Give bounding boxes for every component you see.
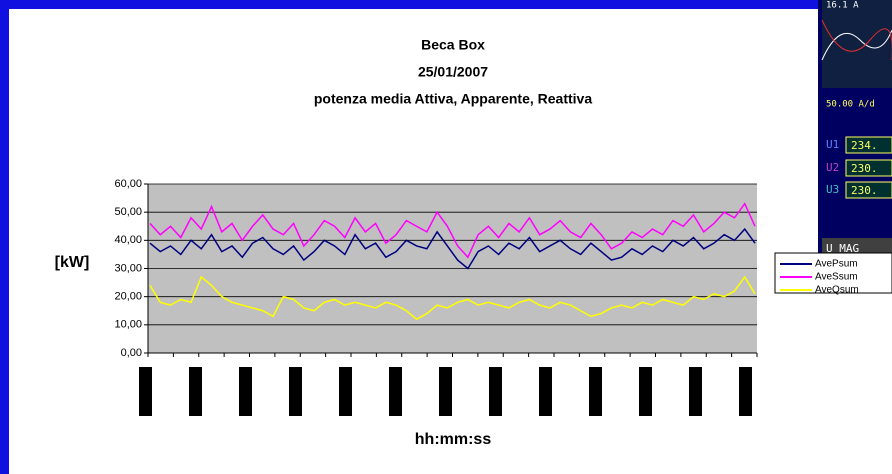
series-line bbox=[149, 275, 756, 321]
inset-wave bbox=[821, 29, 892, 61]
hidden-label bbox=[639, 367, 652, 416]
legend bbox=[774, 252, 892, 294]
hidden-label bbox=[539, 367, 552, 416]
inset-text: U MAG bbox=[826, 242, 859, 255]
inset-text: U1 bbox=[826, 138, 839, 151]
y-tick-label: 30,00 bbox=[114, 262, 142, 274]
hidden-label bbox=[389, 367, 402, 416]
inset-text: 234. bbox=[851, 139, 878, 152]
inset-box bbox=[845, 181, 892, 199]
y-tick-label: 40,00 bbox=[114, 234, 142, 246]
y-tick-label: 50,00 bbox=[114, 206, 142, 218]
y-axis-label: [kW] bbox=[55, 254, 90, 271]
y-tick-label: 0,00 bbox=[121, 347, 142, 359]
inset-box bbox=[845, 159, 892, 177]
y-tick-label: 10,00 bbox=[114, 319, 142, 331]
inset-scope bbox=[822, 0, 892, 88]
series-line bbox=[149, 227, 756, 270]
hidden-label bbox=[139, 367, 152, 416]
y-tick-label: 20,00 bbox=[114, 291, 142, 303]
hidden-label bbox=[589, 367, 602, 416]
hidden-label bbox=[439, 367, 452, 416]
inset-text: 50.00 A/d bbox=[826, 100, 875, 110]
legend-label: AveSsum bbox=[815, 272, 858, 283]
inset-text: 230. bbox=[851, 162, 878, 175]
inset-wave bbox=[821, 19, 892, 60]
title: Beca Box bbox=[421, 37, 485, 53]
legend-label: AvePsum bbox=[815, 259, 858, 270]
hidden-label bbox=[689, 367, 702, 416]
legend-label: AveQsum bbox=[815, 285, 859, 296]
inset-text: U3 bbox=[826, 183, 839, 196]
inset-box bbox=[845, 136, 892, 154]
hidden-label bbox=[489, 367, 502, 416]
hidden-label bbox=[189, 367, 202, 416]
hidden-label bbox=[239, 367, 252, 416]
title: 25/01/2007 bbox=[418, 64, 488, 80]
hidden-label bbox=[289, 367, 302, 416]
x-labels-hidden bbox=[139, 367, 752, 416]
inset-text: 16.1 A bbox=[826, 1, 859, 11]
inset-text: 230. bbox=[851, 184, 878, 197]
series-line bbox=[149, 202, 756, 259]
title: potenza media Attiva, Apparente, Reattiv… bbox=[314, 91, 592, 107]
hidden-label bbox=[739, 367, 752, 416]
x-axis-label: hh:mm:ss bbox=[415, 431, 492, 448]
inset-instrument: 16.1 A 50.00 A/d U1 U2 U3 234. 230. 230.… bbox=[818, 0, 892, 258]
hidden-label bbox=[339, 367, 352, 416]
y-tick-label: 60,00 bbox=[114, 178, 142, 190]
inset-text: U2 bbox=[826, 161, 839, 174]
